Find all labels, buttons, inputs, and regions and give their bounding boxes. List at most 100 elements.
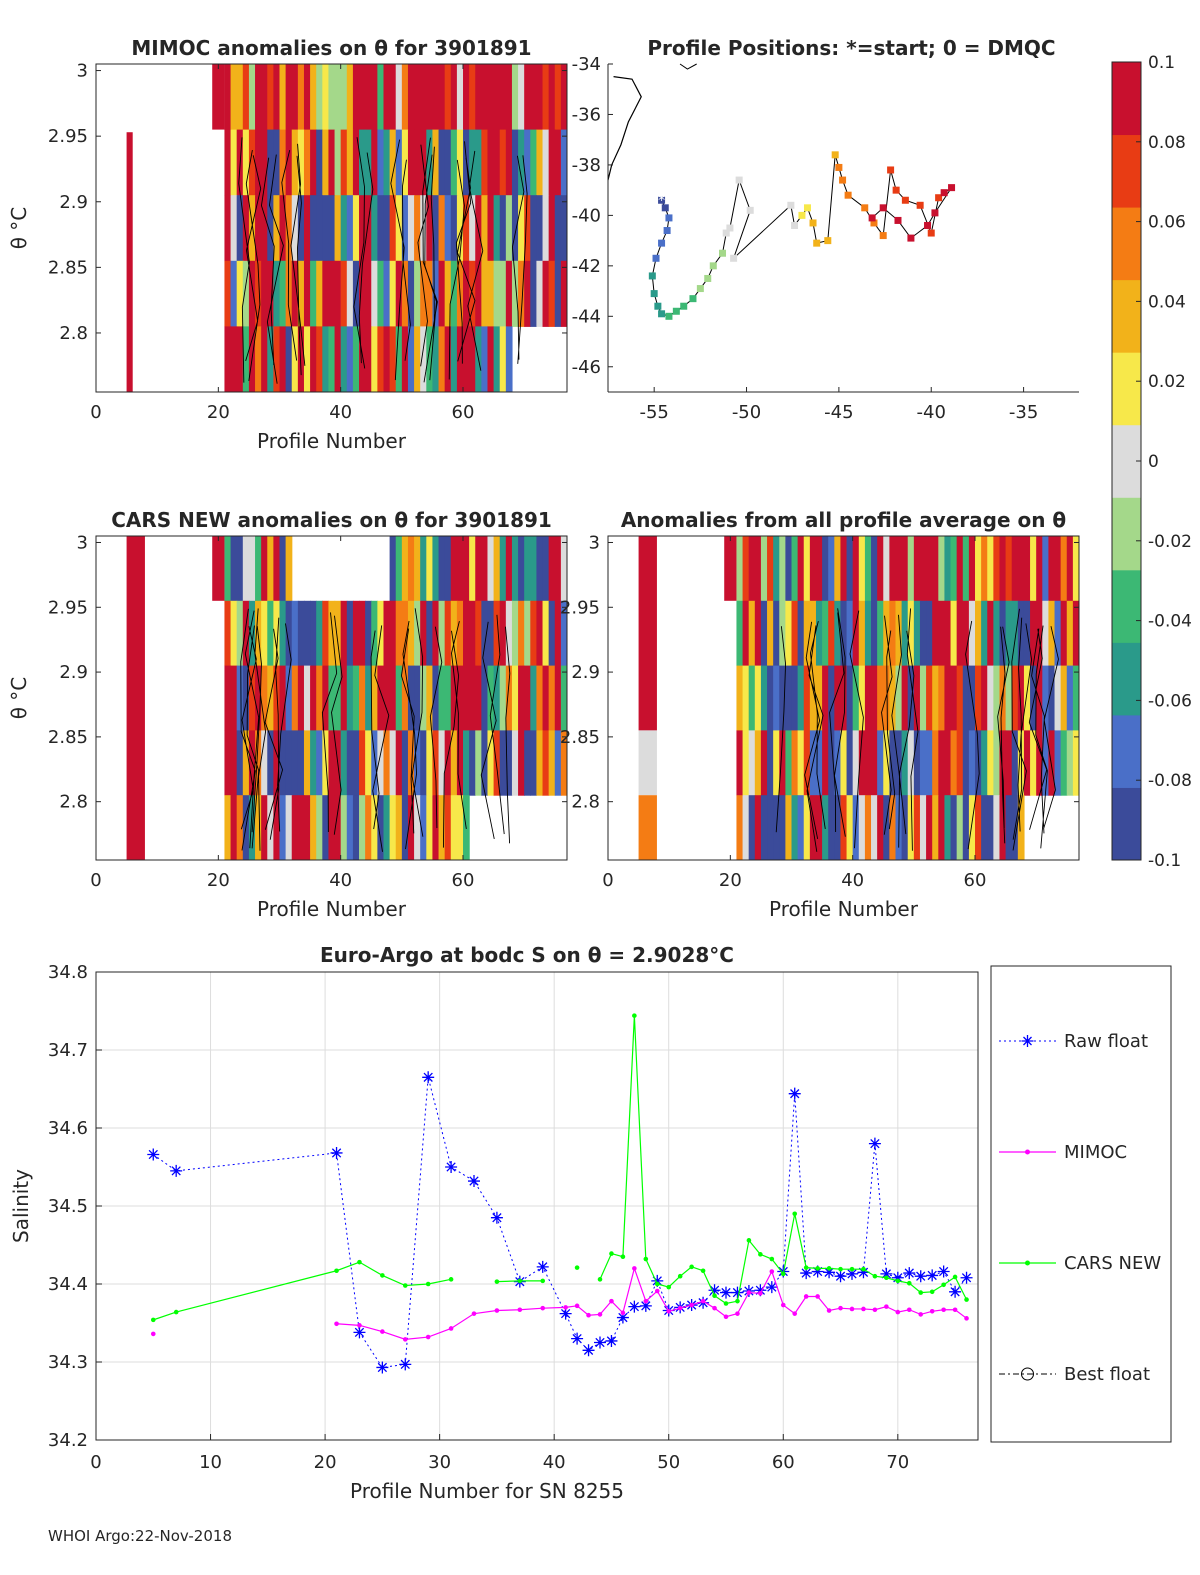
cell <box>548 64 556 131</box>
cell <box>815 536 823 602</box>
cell <box>383 195 391 262</box>
cell <box>328 129 336 196</box>
float-track <box>651 154 952 317</box>
cell <box>962 536 970 602</box>
cell <box>469 665 476 731</box>
cell <box>822 730 829 796</box>
data-point <box>147 1148 160 1161</box>
data-point <box>941 1307 946 1313</box>
cell <box>511 600 519 667</box>
cell <box>377 665 385 731</box>
cell <box>456 64 464 131</box>
data-point <box>731 1286 744 1299</box>
data-point <box>571 1332 584 1345</box>
cell <box>822 600 829 667</box>
colorbar-segment <box>1112 642 1141 716</box>
cell <box>987 600 994 667</box>
cell <box>785 795 793 860</box>
cell <box>346 64 354 131</box>
cell <box>524 129 531 196</box>
data-point <box>960 1271 973 1284</box>
cell <box>377 795 385 860</box>
cell <box>340 730 348 796</box>
cell <box>981 600 988 667</box>
coastline <box>679 63 697 70</box>
cell <box>548 665 556 731</box>
cell <box>389 730 397 796</box>
cell <box>230 536 238 602</box>
cell <box>822 665 829 731</box>
series-cars-new <box>150 1013 969 1323</box>
cell <box>779 536 786 602</box>
cell <box>285 129 293 196</box>
cell <box>871 665 878 731</box>
cell <box>889 795 897 860</box>
cell <box>803 665 811 731</box>
start-marker: * <box>658 193 665 209</box>
panel-positions: * -55 -50 -45 -40 -35 -34 -36 -38 -40 -42 -44 -46 Pro… <box>572 36 1079 423</box>
cell <box>858 600 866 667</box>
cell <box>548 536 556 602</box>
cell <box>456 326 464 392</box>
cell <box>224 600 232 667</box>
cell <box>481 665 489 731</box>
data-point <box>903 1267 916 1280</box>
cell <box>840 600 848 667</box>
cell <box>230 195 238 262</box>
cell <box>1054 536 1062 602</box>
cell <box>469 195 476 262</box>
cell <box>426 195 434 262</box>
cell <box>1011 730 1019 796</box>
colorbar-segment <box>1112 62 1141 136</box>
cell <box>365 795 372 860</box>
y-tick-label: 34.3 <box>48 1352 88 1373</box>
cell <box>267 260 274 327</box>
data-point <box>654 1281 660 1287</box>
data-point <box>490 1211 503 1224</box>
cell <box>542 730 550 796</box>
profile-position <box>892 186 900 194</box>
cell <box>987 730 994 796</box>
cell <box>407 600 415 667</box>
cell <box>224 665 232 731</box>
data-point <box>586 1312 591 1318</box>
cell <box>518 600 525 667</box>
cell <box>919 536 927 602</box>
data-point <box>769 1256 775 1262</box>
cell <box>328 195 336 262</box>
cell <box>797 730 805 796</box>
cell <box>1011 600 1019 667</box>
cell <box>432 326 440 392</box>
cell <box>407 64 415 131</box>
cell <box>450 129 458 196</box>
cell <box>352 64 360 131</box>
cell <box>846 665 854 731</box>
cell <box>901 730 909 796</box>
cell <box>785 536 793 602</box>
cell <box>285 64 293 131</box>
cell <box>536 730 544 796</box>
cell <box>560 195 567 262</box>
cell <box>279 600 287 667</box>
cell <box>432 600 440 667</box>
profile-position <box>719 249 727 257</box>
cell <box>285 260 293 327</box>
cell <box>742 600 750 667</box>
cell <box>542 64 550 131</box>
cell <box>426 730 434 796</box>
cell <box>255 730 262 796</box>
data-point <box>838 1266 843 1272</box>
cell <box>791 730 799 796</box>
cell <box>742 730 750 796</box>
data-point <box>402 1283 408 1288</box>
cell <box>554 64 562 131</box>
data-point <box>872 1307 878 1313</box>
profile-position <box>894 216 902 224</box>
cell <box>481 260 489 327</box>
data-point <box>445 1161 458 1173</box>
cell <box>926 665 933 731</box>
cell <box>852 730 860 796</box>
x-tick-label: 60 <box>964 870 987 891</box>
cell <box>389 326 397 392</box>
cell <box>267 730 274 796</box>
